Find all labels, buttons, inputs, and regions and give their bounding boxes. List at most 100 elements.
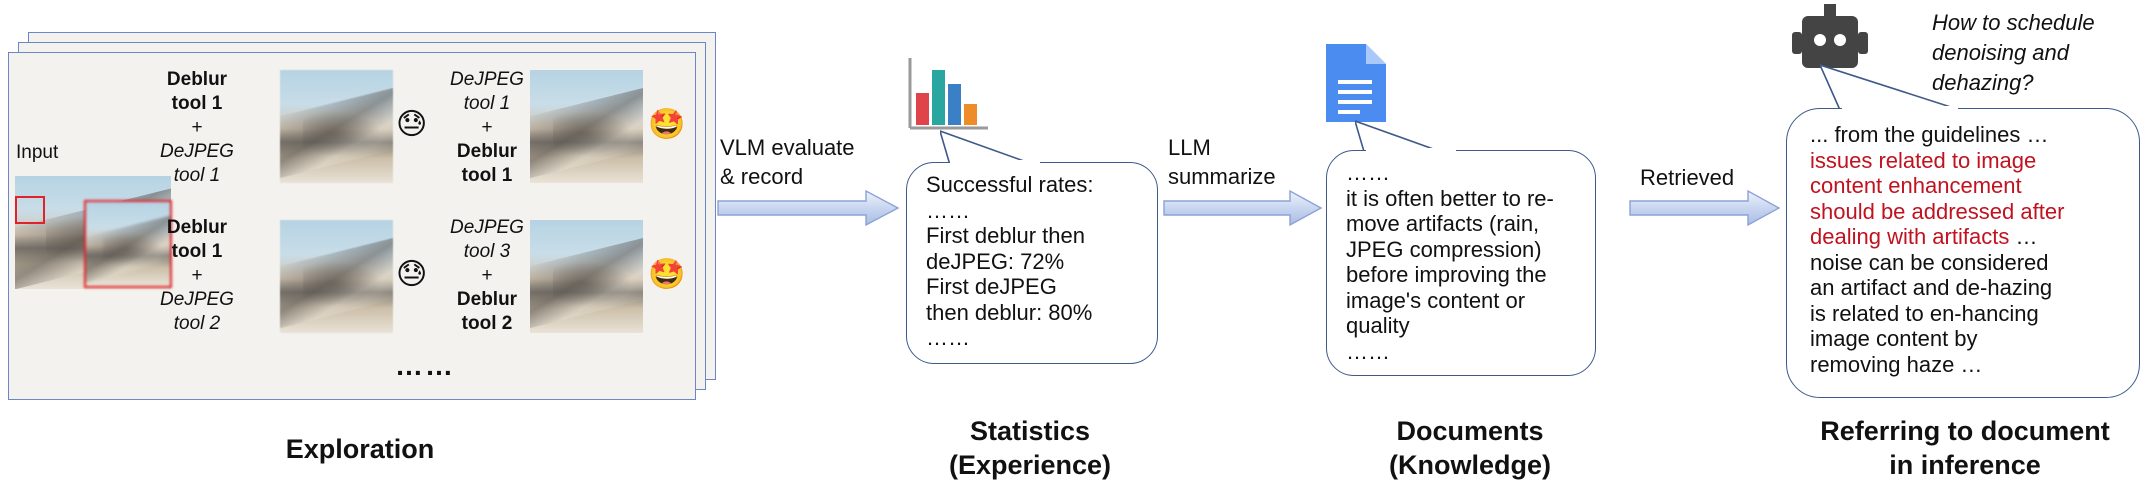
tool-combo-r2-right: DeJPEG tool 3 + Deblur tool 2 [442, 216, 532, 336]
doc-line: …… [1346, 160, 1390, 185]
question-line: How to schedule [1932, 10, 2095, 35]
infer-line: removing haze … [1810, 351, 1983, 377]
documents-bubble-tail [1355, 120, 1451, 156]
infer-line: ... from the guidelines … [1810, 122, 2049, 147]
llm-label-line1: LLM [1168, 135, 1211, 160]
sad-face-emoji-icon: 😓 [396, 258, 428, 291]
arrow-retrieved [1629, 189, 1781, 227]
stat-line: First deblur then [926, 223, 1085, 248]
doc-line: image's content or [1346, 287, 1526, 313]
tool-combo-r1-right: DeJPEG tool 1 + Deblur tool 1 [442, 68, 532, 188]
tool-combo-r2-left: Deblur tool 1 + DeJPEG tool 2 [152, 216, 242, 336]
stat-line: …… [926, 197, 970, 223]
infer-line: image content by [1810, 326, 1978, 351]
inference-tail-cover [1842, 106, 1958, 112]
stat-line: Successful rates: [926, 172, 1094, 197]
documents-title: Documents (Knowledge) [1320, 414, 1620, 482]
doc-line: …… [1346, 338, 1390, 364]
llm-label-line2: summarize [1168, 164, 1276, 189]
doc-line: before improving the [1346, 262, 1547, 287]
infer-ellipsis: … [2009, 224, 2038, 249]
bar-chart-icon [908, 58, 988, 130]
input-zoom-inset [84, 200, 172, 288]
tool-line: tool 1 [461, 165, 513, 186]
stat-line: then deblur: 80% [926, 299, 1093, 325]
tool-line: tool 3 [463, 241, 511, 262]
question-line: dehazing? [1932, 70, 2034, 95]
tool-line: tool 1 [171, 93, 223, 114]
more-ellipsis: …… [395, 350, 455, 381]
tool-line: tool 1 [463, 93, 511, 114]
statistics-tail-cover [950, 160, 1040, 166]
star-eyes-emoji-icon: 🤩 [648, 108, 686, 141]
infer-highlight-span: dealing with artifacts [1810, 224, 2010, 249]
tool-line: DeJPEG [450, 217, 524, 238]
arrow-vlm [717, 189, 900, 227]
documents-title-line2: (Knowledge) [1389, 450, 1551, 480]
tool-line: DeJPEG [160, 141, 234, 162]
plus-sign: + [191, 117, 203, 138]
input-crop-box [15, 196, 45, 224]
infer-line-mixed: dealing with artifacts … [1810, 224, 2064, 250]
document-icon [1326, 44, 1386, 122]
statistics-title: Statistics (Experience) [880, 414, 1180, 482]
plus-sign: + [481, 265, 493, 286]
vlm-label: VLM evaluate & record [720, 133, 855, 191]
statistics-title-line1: Statistics [969, 416, 1091, 446]
tool-line: tool 2 [461, 313, 513, 334]
tool-line: DeJPEG [450, 69, 524, 90]
result-image-r2-right [530, 220, 643, 333]
infer-line: an artifact and de-hazing [1810, 275, 2053, 300]
stat-line: First deJPEG [926, 274, 1057, 299]
question-line: denoising and [1932, 40, 2070, 65]
input-label: Input [16, 142, 59, 163]
tool-line: Deblur [456, 289, 518, 310]
documents-tail-cover [1366, 148, 1456, 154]
documents-bubble [1326, 150, 1596, 376]
documents-text: …… it is often better to re- move artifa… [1346, 160, 1554, 364]
arrow-llm [1163, 189, 1323, 227]
doc-line: JPEG compression) [1346, 236, 1542, 262]
tool-line: tool 1 [171, 241, 223, 262]
inference-text: ... from the guidelines … issues related… [1810, 122, 2064, 377]
result-image-r1-right [530, 70, 643, 183]
vlm-label-line1: VLM evaluate [720, 135, 855, 160]
tool-line: Deblur [166, 69, 228, 90]
statistics-bubble-tail [940, 130, 1036, 166]
infer-line: noise can be considered [1810, 249, 2049, 275]
tool-line: tool 1 [173, 165, 221, 186]
retrieved-label-line1: Retrieved [1640, 165, 1735, 190]
inference-title-line1: Referring to document [1820, 416, 2110, 446]
robot-icon [1792, 4, 1868, 68]
exploration-title: Exploration [285, 434, 435, 464]
inference-bubble [1786, 108, 2140, 398]
statistics-text: Successful rates: …… First deblur then d… [926, 172, 1094, 351]
inference-title-line2: in inference [1889, 450, 2041, 480]
tool-line: tool 2 [173, 313, 221, 334]
tool-combo-r1-left: Deblur tool 1 + DeJPEG tool 1 [152, 68, 242, 188]
result-image-r1-left [280, 70, 393, 183]
infer-line-highlight: content enhancement [1810, 173, 2022, 198]
stat-line: …… [926, 325, 970, 350]
documents-title-line1: Documents [1396, 416, 1544, 446]
doc-line: it is often better to re- [1346, 185, 1554, 211]
retrieved-label: Retrieved [1640, 163, 1734, 192]
stat-line: deJPEG: 72% [926, 248, 1065, 274]
tool-line: Deblur [166, 217, 228, 238]
plus-sign: + [481, 117, 493, 138]
tool-line: Deblur [456, 141, 518, 162]
statistics-bubble [906, 162, 1158, 364]
vlm-label-line2: & record [720, 164, 804, 189]
llm-label: LLM summarize [1168, 133, 1276, 191]
sad-face-emoji-icon: 😓 [396, 108, 428, 141]
inference-title: Referring to document in inference [1780, 414, 2150, 482]
infer-line-highlight: should be addressed after [1810, 198, 2065, 224]
statistics-title-line2: (Experience) [948, 450, 1112, 480]
star-eyes-emoji-icon: 🤩 [648, 258, 686, 291]
infer-line: is related to en-hancing [1810, 300, 2039, 326]
tool-line: DeJPEG [160, 289, 234, 310]
doc-line: move artifacts (rain, [1346, 211, 1540, 236]
doc-line: quality [1346, 313, 1410, 338]
result-image-r2-left [280, 220, 393, 333]
inference-bubble-tail [1820, 64, 1961, 111]
